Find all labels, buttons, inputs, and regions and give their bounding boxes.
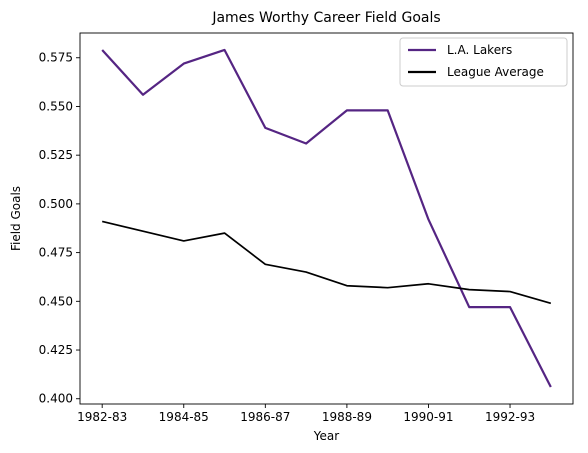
y-tick-label: 0.475 bbox=[39, 246, 73, 260]
legend-label-league-average: League Average bbox=[447, 65, 544, 79]
series-line-lakers bbox=[101, 48, 552, 388]
x-tick-label: 1984-85 bbox=[159, 410, 209, 424]
x-axis-label: Year bbox=[313, 429, 339, 443]
legend-label-lakers: L.A. Lakers bbox=[447, 43, 512, 57]
x-tick-label: 1986-87 bbox=[240, 410, 290, 424]
plot-frame bbox=[79, 32, 574, 405]
y-tick-label: 0.400 bbox=[39, 392, 73, 406]
axes: 0.400 0.425 0.450 0.475 0.500 0.525 0.550 0.575… bbox=[39, 32, 574, 424]
y-axis-label: Field Goals bbox=[9, 186, 23, 251]
y-tick-label: 0.525 bbox=[39, 148, 73, 162]
x-tick-label: 1990-91 bbox=[403, 410, 453, 424]
y-tick-label: 0.450 bbox=[39, 294, 73, 308]
chart-title: James Worthy Career Field Goals bbox=[211, 10, 440, 26]
y-tick-label: 0.500 bbox=[39, 197, 73, 211]
series-line-league-average bbox=[101, 220, 552, 305]
x-tick-label: 1988-89 bbox=[322, 410, 372, 424]
x-tick-label: 1982-83 bbox=[77, 410, 127, 424]
legend-box bbox=[399, 37, 568, 87]
y-tick-label: 0.425 bbox=[39, 343, 73, 357]
plot-area bbox=[101, 48, 552, 388]
x-tick-label: 1992-93 bbox=[485, 410, 535, 424]
y-tick-label: 0.575 bbox=[39, 51, 73, 65]
legend: L.A. Lakers League Average bbox=[399, 37, 568, 87]
y-tick-label: 0.550 bbox=[39, 99, 73, 113]
